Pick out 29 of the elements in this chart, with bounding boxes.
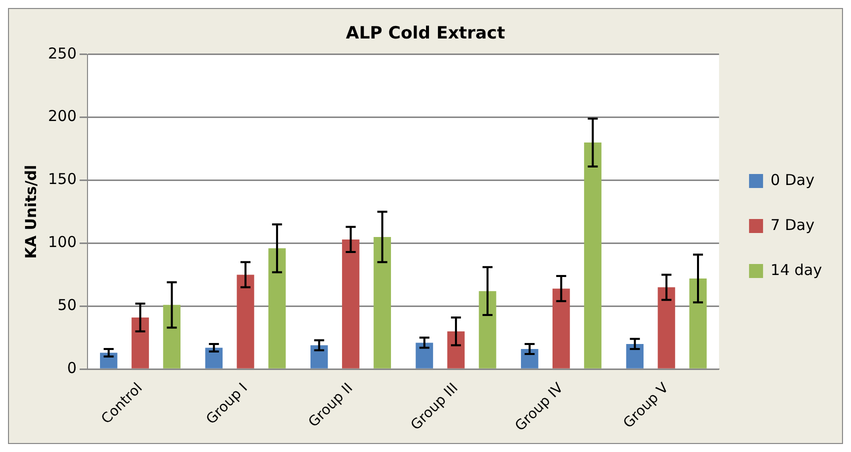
y-tick-label: 250 bbox=[48, 44, 77, 62]
legend-label: 14 day bbox=[770, 260, 822, 279]
y-tick-label: 50 bbox=[58, 296, 77, 314]
bar bbox=[478, 291, 496, 368]
legend-label: 0 Day bbox=[770, 170, 815, 189]
bar bbox=[163, 304, 181, 368]
y-tick-label: 200 bbox=[48, 107, 77, 126]
bar bbox=[658, 287, 676, 368]
bar bbox=[342, 239, 360, 368]
bar bbox=[626, 344, 644, 368]
bar bbox=[268, 248, 286, 368]
bar bbox=[310, 345, 328, 368]
bar bbox=[689, 278, 707, 368]
bar bbox=[552, 288, 570, 368]
bar bbox=[374, 236, 391, 368]
y-tick-label: 100 bbox=[48, 233, 77, 252]
bar bbox=[236, 274, 254, 368]
chart-title: ALP Cold Extract bbox=[346, 24, 506, 44]
bar bbox=[205, 348, 223, 368]
bar bbox=[584, 142, 602, 368]
bar bbox=[100, 352, 118, 368]
bar bbox=[447, 331, 465, 368]
legend-label: 7 Day bbox=[770, 216, 815, 234]
y-axis-title: KA Units/dl bbox=[22, 164, 40, 259]
y-tick-label: 150 bbox=[48, 170, 77, 188]
bar bbox=[416, 342, 434, 368]
bar bbox=[132, 318, 149, 368]
y-tick-label: 0 bbox=[67, 359, 77, 378]
bar bbox=[520, 349, 538, 368]
